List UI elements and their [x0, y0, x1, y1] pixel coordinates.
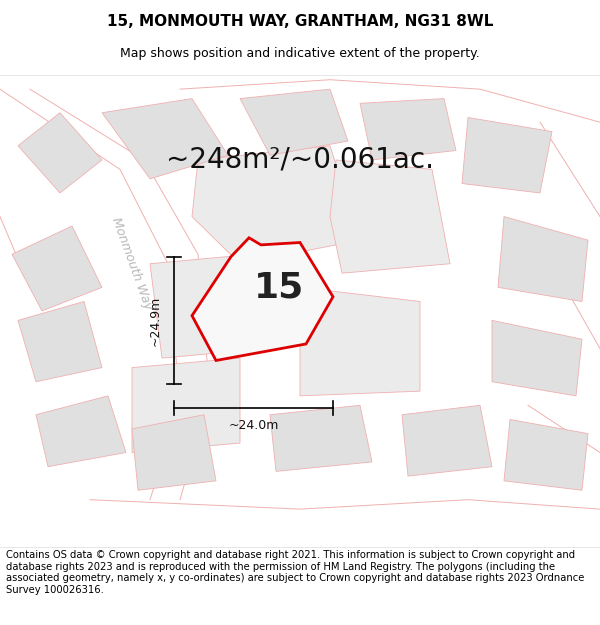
- Polygon shape: [18, 301, 102, 382]
- Polygon shape: [132, 415, 216, 490]
- Text: Contains OS data © Crown copyright and database right 2021. This information is : Contains OS data © Crown copyright and d…: [6, 550, 584, 595]
- Polygon shape: [192, 238, 333, 361]
- Polygon shape: [492, 321, 582, 396]
- Polygon shape: [36, 396, 126, 467]
- Polygon shape: [270, 405, 372, 471]
- Polygon shape: [18, 112, 102, 193]
- Polygon shape: [300, 288, 420, 396]
- Polygon shape: [240, 89, 348, 155]
- Polygon shape: [12, 226, 102, 311]
- Text: ~248m²/~0.061ac.: ~248m²/~0.061ac.: [166, 146, 434, 174]
- Text: ~24.0m: ~24.0m: [229, 419, 278, 432]
- Text: Monmouth Way: Monmouth Way: [109, 216, 155, 312]
- Polygon shape: [462, 118, 552, 193]
- Polygon shape: [150, 254, 264, 358]
- Polygon shape: [192, 146, 360, 264]
- Text: 15: 15: [254, 271, 304, 304]
- Text: 15, MONMOUTH WAY, GRANTHAM, NG31 8WL: 15, MONMOUTH WAY, GRANTHAM, NG31 8WL: [107, 14, 493, 29]
- Text: ~24.9m: ~24.9m: [149, 295, 162, 346]
- Polygon shape: [360, 99, 456, 160]
- Polygon shape: [402, 405, 492, 476]
- Polygon shape: [498, 216, 588, 301]
- Polygon shape: [102, 99, 228, 179]
- Polygon shape: [330, 160, 450, 273]
- Text: Map shows position and indicative extent of the property.: Map shows position and indicative extent…: [120, 48, 480, 61]
- Polygon shape: [504, 419, 588, 490]
- Polygon shape: [132, 358, 240, 452]
